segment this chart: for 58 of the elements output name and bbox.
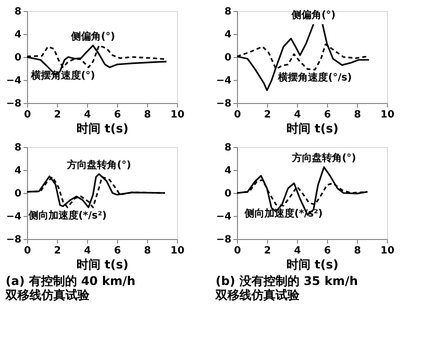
y-tick-label: −4 — [6, 76, 22, 86]
y-tick-label: 8 — [14, 142, 22, 154]
series-label: 侧偏角(°) — [290, 9, 336, 22]
x-axis-title: 时间 t(s) — [76, 258, 129, 272]
y-tick-label: 8 — [224, 142, 232, 154]
x-axis-title: 时间 t(s) — [286, 258, 339, 272]
y-tick-label: −4 — [6, 212, 22, 222]
y-tick-label: 4 — [14, 166, 22, 176]
x-tick-label: 6 — [114, 110, 122, 120]
x-tick-label: 6 — [114, 246, 122, 256]
y-tick-label: 0 — [224, 188, 232, 200]
series-label: 方向盘转角(°) — [66, 159, 132, 172]
y-tick-label: 0 — [14, 188, 22, 200]
series-label: 横摆角速度(°/s) — [277, 72, 352, 84]
x-tick-label: 8 — [354, 110, 362, 120]
text: (a) 有控制的 40 km/h — [6, 274, 136, 288]
y-tick-label: −8 — [216, 98, 232, 110]
x-tick-label: 10 — [380, 246, 394, 256]
x-tick-label: 10 — [380, 110, 394, 120]
x-tick-label: 6 — [324, 246, 332, 256]
series-label: 侧向加速度(*/s²) — [27, 209, 107, 222]
y-tick-label: 8 — [224, 6, 232, 18]
x-axis-title: 时间 t(s) — [76, 122, 129, 136]
x-tick-label: 8 — [354, 246, 362, 256]
y-tick-label: −4 — [216, 212, 232, 222]
x-tick-label: 4 — [84, 110, 92, 120]
x-tick-label: 0 — [234, 110, 242, 120]
x-tick-label: 2 — [264, 246, 272, 256]
x-tick-label: 4 — [294, 110, 302, 120]
x-tick-label: 0 — [234, 246, 242, 256]
text: (b) 没有控制的 35 km/h — [216, 274, 358, 288]
x-tick-label: 0 — [24, 110, 32, 120]
x-tick-label: 4 — [84, 246, 92, 256]
y-tick-label: 0 — [14, 52, 22, 64]
x-tick-label: 10 — [170, 246, 184, 256]
text: 双移线仿真试验 — [4, 288, 91, 302]
x-axis-title: 时间 t(s) — [286, 122, 339, 136]
y-tick-label: −8 — [216, 234, 232, 246]
y-tick-label: 4 — [14, 30, 22, 40]
y-tick-label: −8 — [6, 234, 22, 246]
x-tick-label: 10 — [170, 110, 184, 120]
series-label: 方向盘转角(°) — [290, 152, 356, 164]
y-tick-label: 4 — [224, 166, 232, 176]
x-tick-label: 8 — [144, 246, 152, 256]
x-tick-label: 2 — [54, 110, 62, 120]
y-tick-label: −4 — [216, 76, 232, 86]
y-tick-label: 8 — [14, 6, 22, 18]
x-tick-label: 0 — [24, 246, 32, 256]
y-tick-label: 0 — [224, 52, 232, 64]
x-tick-label: 6 — [324, 110, 332, 120]
series-label: 侧偏角(°) — [70, 30, 116, 42]
y-tick-label: 4 — [224, 30, 232, 40]
x-tick-label: 2 — [54, 246, 62, 256]
text: 双移线仿真试验 — [214, 288, 301, 302]
y-tick-label: −8 — [6, 98, 22, 110]
x-tick-label: 8 — [144, 110, 152, 120]
x-tick-label: 2 — [264, 110, 272, 120]
x-tick-label: 4 — [294, 246, 302, 256]
